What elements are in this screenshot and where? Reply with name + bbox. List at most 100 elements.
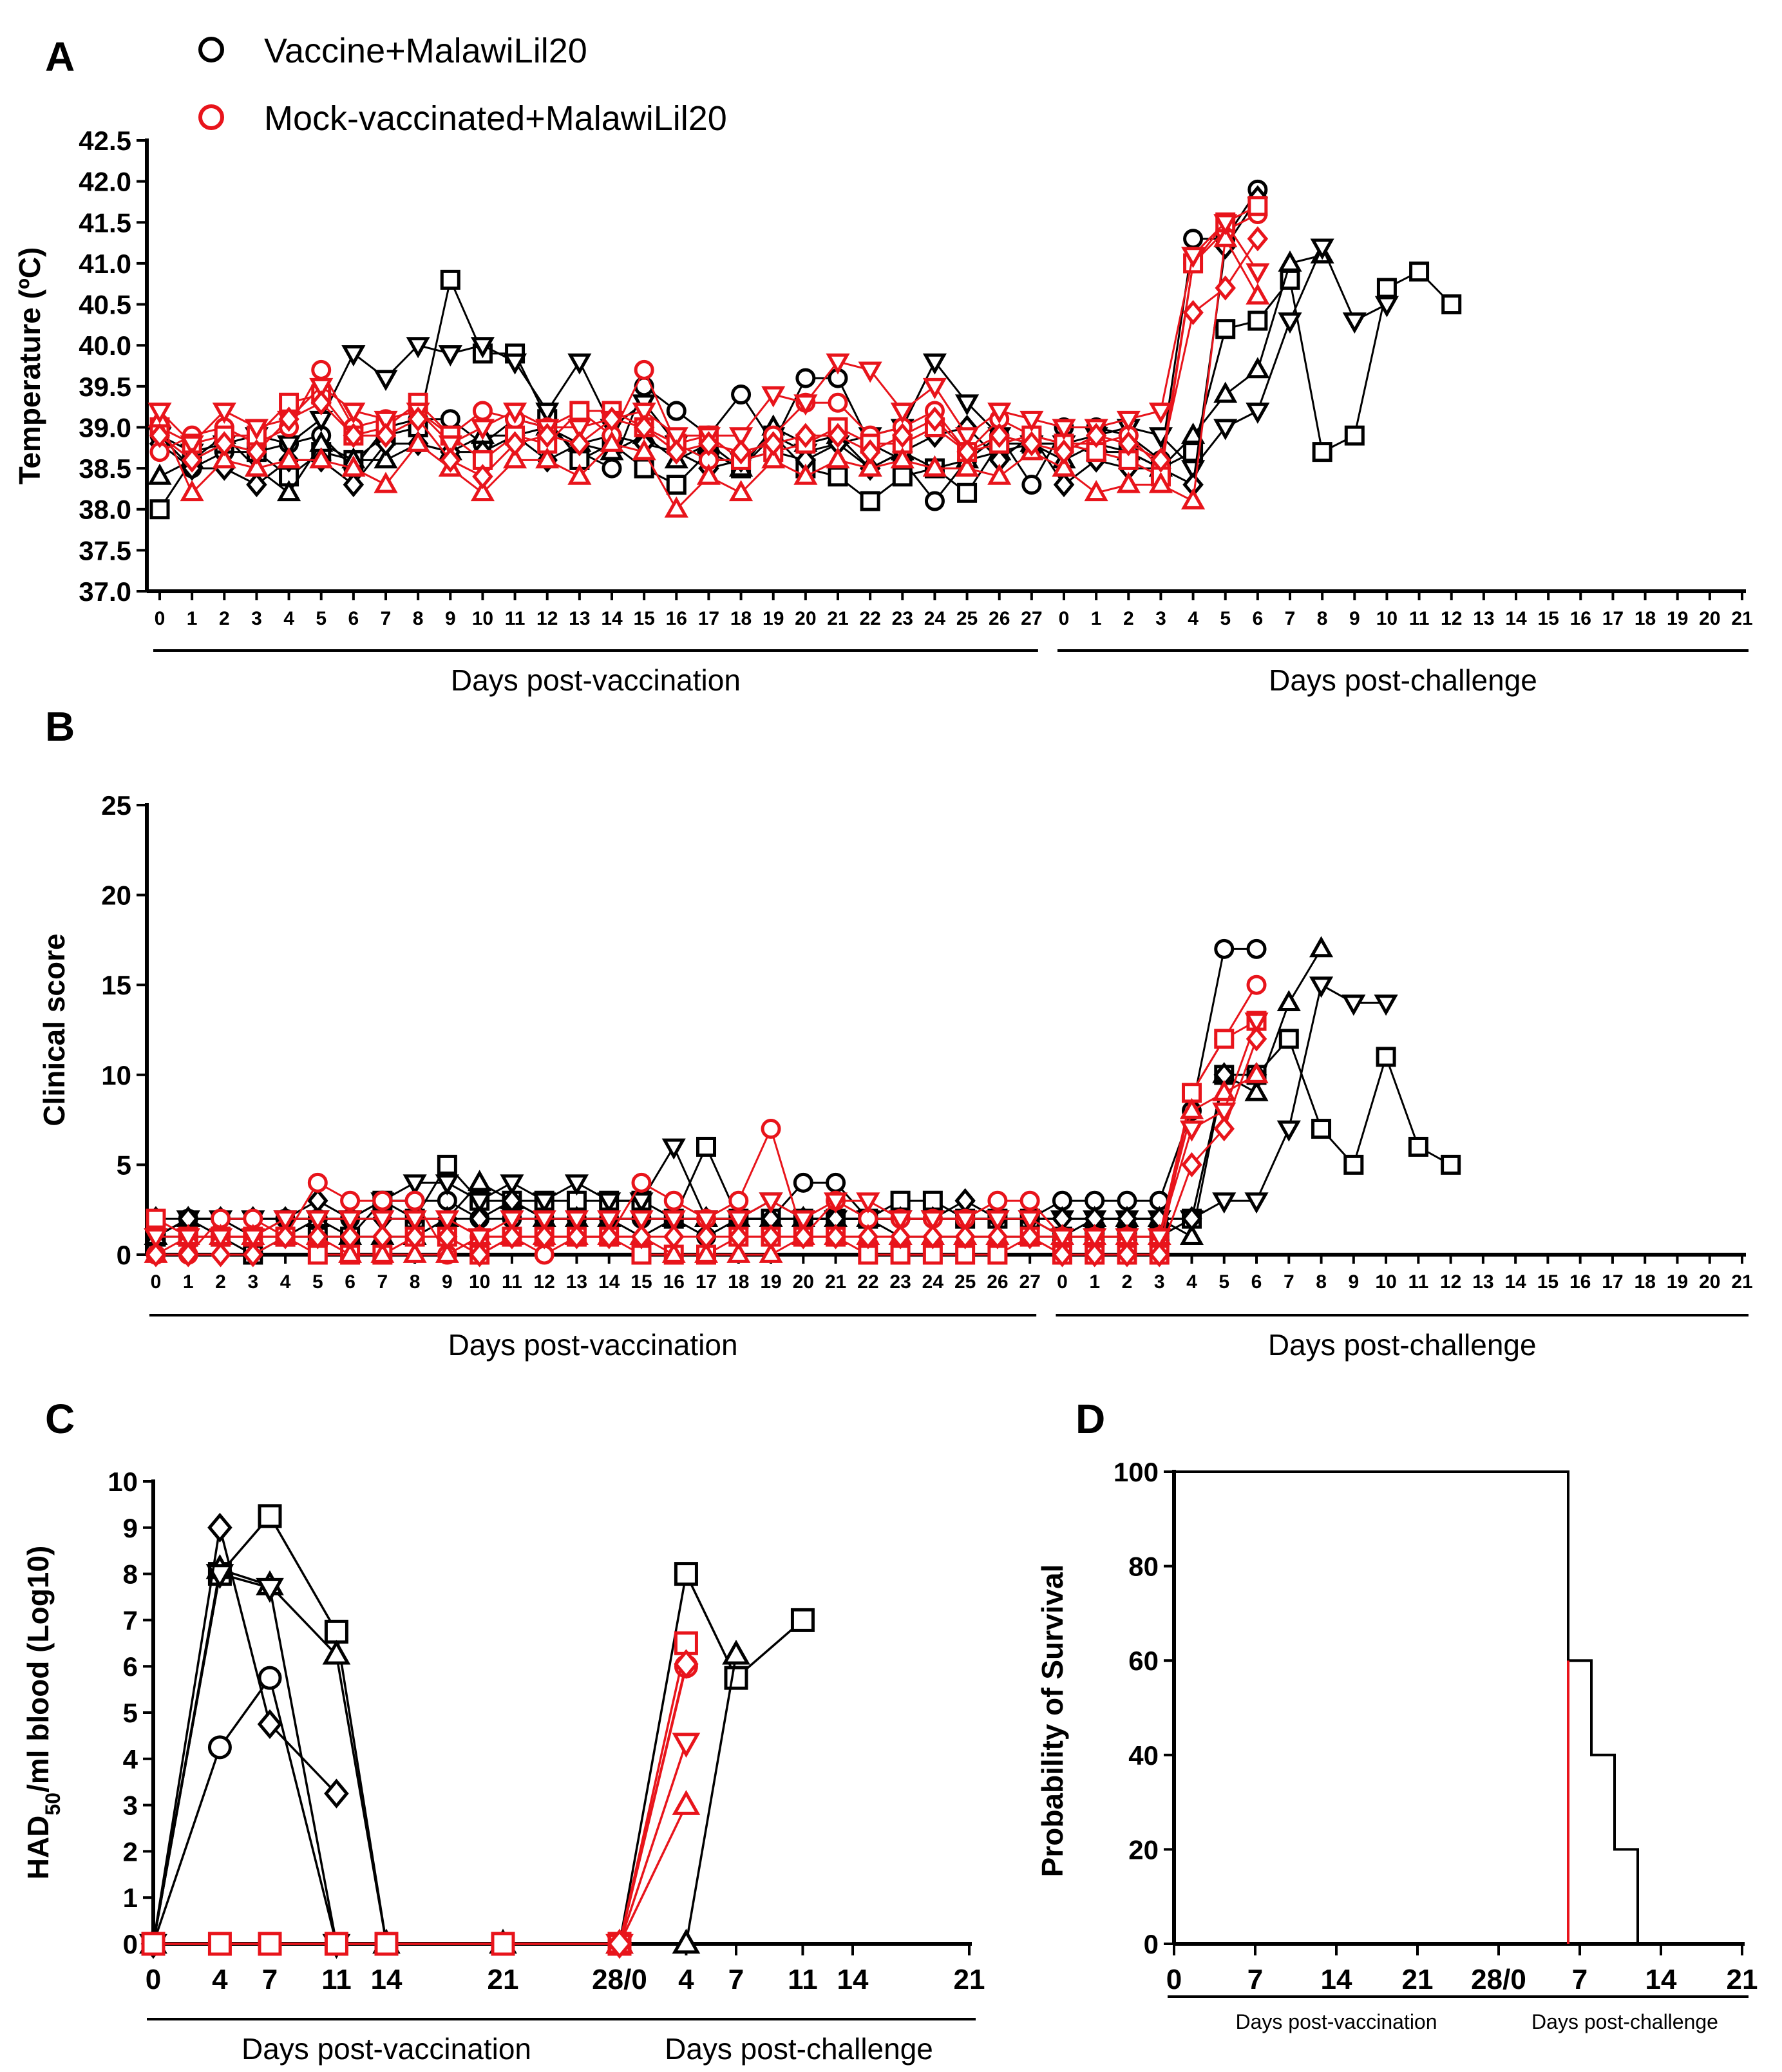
data-point [1052, 419, 1076, 441]
x-tick-label: 19 [760, 1271, 781, 1293]
x-tick-label: 16 [1569, 1271, 1591, 1293]
data-point [791, 1210, 815, 1232]
data-point [672, 1790, 701, 1815]
data-point [1116, 410, 1141, 432]
data-point [500, 1210, 524, 1232]
x-tick-label: 12 [533, 1271, 555, 1293]
x-tick-label: 15 [1537, 1271, 1559, 1293]
x-tick-label: 1 [1091, 608, 1102, 629]
data-point [1181, 1206, 1202, 1231]
data-point [472, 401, 493, 421]
y-tick-label: 40 [1128, 1740, 1159, 1771]
data-point [141, 1932, 166, 1956]
x-tick-label: 25 [954, 1271, 976, 1293]
data-point [1083, 1228, 1107, 1250]
data-point [790, 1608, 815, 1632]
data-point [1118, 431, 1139, 457]
data-point [339, 1224, 361, 1250]
data-point [763, 431, 784, 457]
data-point [823, 1192, 848, 1214]
data-point [338, 1241, 363, 1263]
x-tick-label: 2 [1123, 608, 1134, 629]
y-tick-label: 40.5 [79, 290, 131, 320]
x-tick-label: 4 [1188, 608, 1199, 629]
data-point [1213, 1116, 1235, 1142]
data-point [207, 1932, 232, 1956]
panel-label-a: A [45, 33, 75, 80]
x-tick-label: 14 [1504, 1271, 1526, 1293]
segment-label-vaccination: Days post-vaccination [1235, 2010, 1437, 2033]
data-point [341, 403, 366, 424]
data-point [672, 1733, 701, 1758]
x-tick-label: 24 [922, 1271, 944, 1293]
data-point [372, 1224, 393, 1250]
x-tick-label: 17 [1602, 1271, 1623, 1293]
data-point [826, 447, 850, 469]
data-point [338, 1210, 363, 1232]
data-point [1215, 275, 1236, 301]
data-point [728, 1224, 750, 1250]
data-point [1180, 423, 1206, 444]
data-point [278, 406, 299, 432]
data-point [567, 353, 592, 375]
y-tick-label: 41.5 [79, 207, 131, 238]
x-tick-label: 6 [345, 1271, 355, 1293]
data-point [470, 419, 495, 441]
data-point [343, 423, 365, 448]
data-point [341, 345, 366, 366]
x-tick-label: 4 [1186, 1271, 1197, 1293]
data-point [246, 439, 267, 465]
x-tick-label: 7 [1247, 1964, 1263, 1995]
data-point [696, 1224, 717, 1250]
data-point [828, 466, 848, 487]
data-point [888, 1210, 913, 1232]
data-point [1213, 381, 1238, 403]
data-point [922, 353, 947, 375]
x-tick-label: 13 [1472, 1271, 1493, 1293]
data-point [1148, 1242, 1170, 1268]
data-point [1247, 310, 1268, 331]
data-point [403, 1210, 427, 1232]
data-point [437, 1224, 458, 1250]
data-point [307, 1224, 328, 1250]
x-tick-label: 16 [666, 608, 687, 629]
data-point [144, 1228, 168, 1250]
data-point [309, 377, 334, 399]
data-point [793, 1172, 813, 1193]
x-tick-label: 0 [146, 1964, 161, 1995]
data-point [1278, 312, 1302, 334]
data-point [698, 431, 719, 457]
data-point [535, 447, 560, 469]
data-point [564, 1210, 589, 1232]
data-point [1179, 1098, 1204, 1119]
data-point [661, 1241, 686, 1263]
series-vaccine-square [141, 1504, 815, 1956]
data-point [728, 480, 754, 502]
data-point [311, 359, 332, 380]
y-tick-label: 6 [123, 1651, 138, 1682]
data-point [440, 409, 460, 430]
x-tick-label: 20 [793, 1271, 814, 1293]
data-point [370, 1241, 395, 1263]
data-point [1183, 229, 1204, 249]
data-point [1276, 990, 1301, 1012]
data-point [256, 1577, 284, 1603]
data-point [1343, 1154, 1364, 1175]
x-tick-label: 2 [219, 608, 230, 629]
data-point [666, 401, 687, 421]
x-tick-label: 1 [187, 608, 198, 629]
series-vaccine-triangle [139, 1554, 750, 1954]
data-point [827, 423, 849, 448]
series-line [618, 1664, 688, 1944]
data-point [437, 1154, 457, 1175]
y-axis-title: HAD50/ml blood (Log10) [21, 1546, 64, 1880]
x-tick-label: 0 [155, 608, 166, 629]
x-tick-label: 1 [183, 1271, 194, 1293]
data-point [1247, 226, 1269, 252]
data-point [924, 406, 945, 432]
data-point [1309, 976, 1334, 998]
x-tick-label: 25 [956, 608, 978, 629]
x-tick-label: 14 [1321, 1964, 1352, 1995]
data-point [1246, 974, 1267, 995]
data-point [987, 1190, 1008, 1211]
